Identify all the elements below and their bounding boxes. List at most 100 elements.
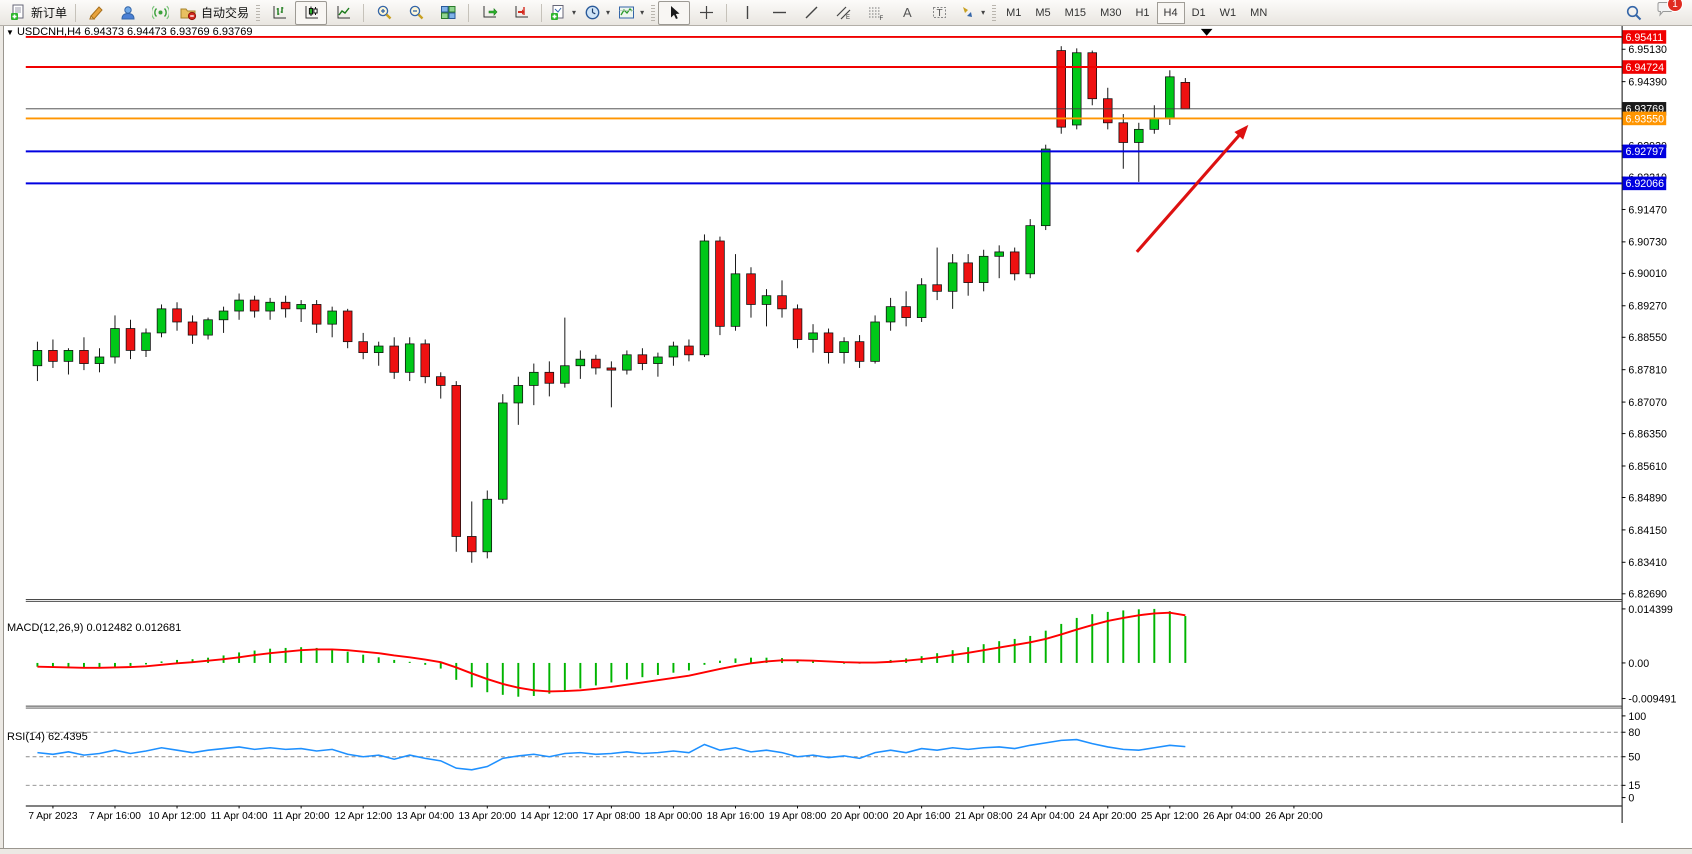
price-tick-label: 6.87070 bbox=[1628, 397, 1667, 409]
crosshair-button[interactable] bbox=[690, 1, 722, 25]
autotrading-button[interactable]: 自动交易 bbox=[176, 1, 253, 25]
cursor-button[interactable] bbox=[658, 0, 691, 25]
candle-body bbox=[94, 356, 105, 364]
candle-body bbox=[1180, 81, 1191, 110]
trend-arrow-head[interactable] bbox=[1234, 124, 1249, 140]
candle-body bbox=[435, 376, 446, 386]
price-tag bbox=[1622, 111, 1667, 126]
svg-text:E: E bbox=[846, 15, 850, 21]
zoom-in-button[interactable] bbox=[368, 1, 400, 25]
time-tick-label: 17 Apr 08:00 bbox=[583, 811, 641, 822]
candle-body bbox=[1009, 251, 1020, 275]
candle-body bbox=[932, 284, 942, 292]
price-tag-label: 6.94724 bbox=[1625, 62, 1664, 74]
text-label-button[interactable]: T bbox=[923, 1, 955, 25]
candle-body bbox=[498, 402, 508, 500]
community-button[interactable] bbox=[112, 1, 144, 25]
metaeditor-button[interactable] bbox=[80, 1, 112, 25]
new-template-button[interactable]: ▾ bbox=[546, 1, 580, 25]
equidistant-channel-icon: E bbox=[836, 6, 851, 21]
time-tick-label: 19 Apr 08:00 bbox=[769, 811, 827, 822]
chart-svg[interactable]: 6.951306.943906.929306.922106.914706.907… bbox=[0, 26, 1692, 853]
tile-windows-button[interactable] bbox=[432, 1, 464, 25]
price-tick-label: 6.86350 bbox=[1628, 428, 1667, 440]
arrows-button[interactable]: ▾ bbox=[955, 1, 989, 25]
periods-clock-icon bbox=[585, 5, 600, 20]
candle-body bbox=[1118, 122, 1129, 143]
candle-body bbox=[280, 301, 291, 310]
trend-arrow-line[interactable] bbox=[1135, 131, 1243, 253]
periods-button[interactable]: ▾ bbox=[580, 1, 614, 25]
signals-button[interactable] bbox=[144, 1, 176, 25]
rsi-tick-label: 15 bbox=[1628, 780, 1640, 792]
svg-text:T: T bbox=[936, 8, 942, 19]
window-left-frame bbox=[0, 26, 4, 848]
notification-badge: 1 bbox=[1667, 0, 1683, 12]
timeframe-H1[interactable]: H1 bbox=[1135, 6, 1150, 19]
zoom-out-button[interactable] bbox=[400, 1, 432, 25]
rsi-label: RSI(14) 62.4395 bbox=[7, 731, 88, 743]
separator bbox=[468, 3, 470, 22]
time-tick-label: 7 Apr 16:00 bbox=[89, 811, 141, 822]
price-tick-label: 6.83410 bbox=[1628, 557, 1667, 569]
indicators-button[interactable]: ▾ bbox=[614, 1, 648, 25]
autotrading-label: 自动交易 bbox=[201, 6, 250, 20]
chart-shift-icon bbox=[515, 6, 528, 18]
price-tick-label: 6.84150 bbox=[1628, 525, 1667, 537]
macd-tick-label: 0.014399 bbox=[1628, 604, 1673, 616]
trendline-button[interactable] bbox=[795, 1, 827, 25]
equidistant-channel-button[interactable]: E bbox=[827, 1, 859, 25]
candle-body bbox=[653, 356, 663, 364]
chart-shift-marker[interactable] bbox=[1200, 28, 1213, 36]
timeframe-H4[interactable]: H4 bbox=[1156, 1, 1185, 24]
price-tick-label: 6.91470 bbox=[1628, 204, 1667, 216]
candle-body bbox=[1149, 118, 1160, 130]
candle-body bbox=[622, 354, 632, 371]
candle-body bbox=[885, 306, 896, 323]
bar-chart-icon bbox=[273, 6, 286, 19]
rsi-line bbox=[37, 738, 1186, 771]
timeframe-MN[interactable]: MN bbox=[1250, 6, 1268, 19]
timeframe-D1[interactable]: D1 bbox=[1191, 6, 1206, 19]
horizontal-line-button[interactable] bbox=[763, 1, 795, 25]
candle-body bbox=[513, 385, 524, 404]
price-tag bbox=[1622, 30, 1667, 44]
candle-body bbox=[389, 345, 399, 373]
candle-body bbox=[947, 262, 958, 292]
time-tick-label: 11 Apr 04:00 bbox=[211, 811, 268, 822]
timeframe-W1[interactable]: W1 bbox=[1219, 6, 1237, 19]
auto-scroll-icon bbox=[483, 6, 497, 18]
chart-shift-button[interactable] bbox=[505, 1, 537, 25]
timeframe-M1[interactable]: M1 bbox=[1006, 6, 1022, 19]
macd-tick-label: -0.009491 bbox=[1628, 693, 1676, 705]
time-tick-label: 10 Apr 12:00 bbox=[148, 811, 206, 822]
candlestick-chart-button[interactable] bbox=[295, 0, 328, 25]
collapse-triangle-icon[interactable]: ▼ bbox=[6, 28, 14, 37]
candle-body bbox=[32, 350, 43, 367]
timeframe-M15[interactable]: M15 bbox=[1064, 6, 1087, 19]
time-tick-label: 14 Apr 12:00 bbox=[521, 811, 579, 822]
new-order-button[interactable]: 新订单 bbox=[6, 1, 71, 25]
candle-body bbox=[761, 295, 772, 305]
signals-icon bbox=[151, 5, 169, 20]
time-tick-label: 20 Apr 16:00 bbox=[893, 811, 951, 822]
bar-chart-button[interactable] bbox=[263, 1, 295, 25]
candle-body bbox=[110, 328, 120, 358]
price-tick-label: 6.95130 bbox=[1628, 44, 1667, 56]
fibonacci-button[interactable]: F bbox=[859, 1, 891, 25]
search-button[interactable] bbox=[1618, 1, 1650, 25]
timeframe-M30[interactable]: M30 bbox=[1100, 6, 1122, 19]
price-tick-label: 6.87810 bbox=[1628, 365, 1667, 377]
candle-body bbox=[1165, 76, 1175, 119]
auto-scroll-button[interactable] bbox=[473, 1, 505, 25]
toolbar-grip bbox=[992, 4, 997, 21]
rsi-tick-label: 80 bbox=[1628, 727, 1640, 739]
text-button[interactable]: A bbox=[891, 1, 923, 25]
time-tick-label: 21 Apr 08:00 bbox=[955, 811, 1013, 822]
line-chart-button[interactable] bbox=[327, 1, 359, 25]
candle-body bbox=[404, 343, 415, 373]
notifications-button[interactable]: 1 bbox=[1656, 0, 1683, 24]
vertical-line-button[interactable] bbox=[731, 1, 763, 25]
dropdown-arrow-icon: ▾ bbox=[981, 8, 986, 17]
timeframe-M5[interactable]: M5 bbox=[1035, 6, 1051, 19]
